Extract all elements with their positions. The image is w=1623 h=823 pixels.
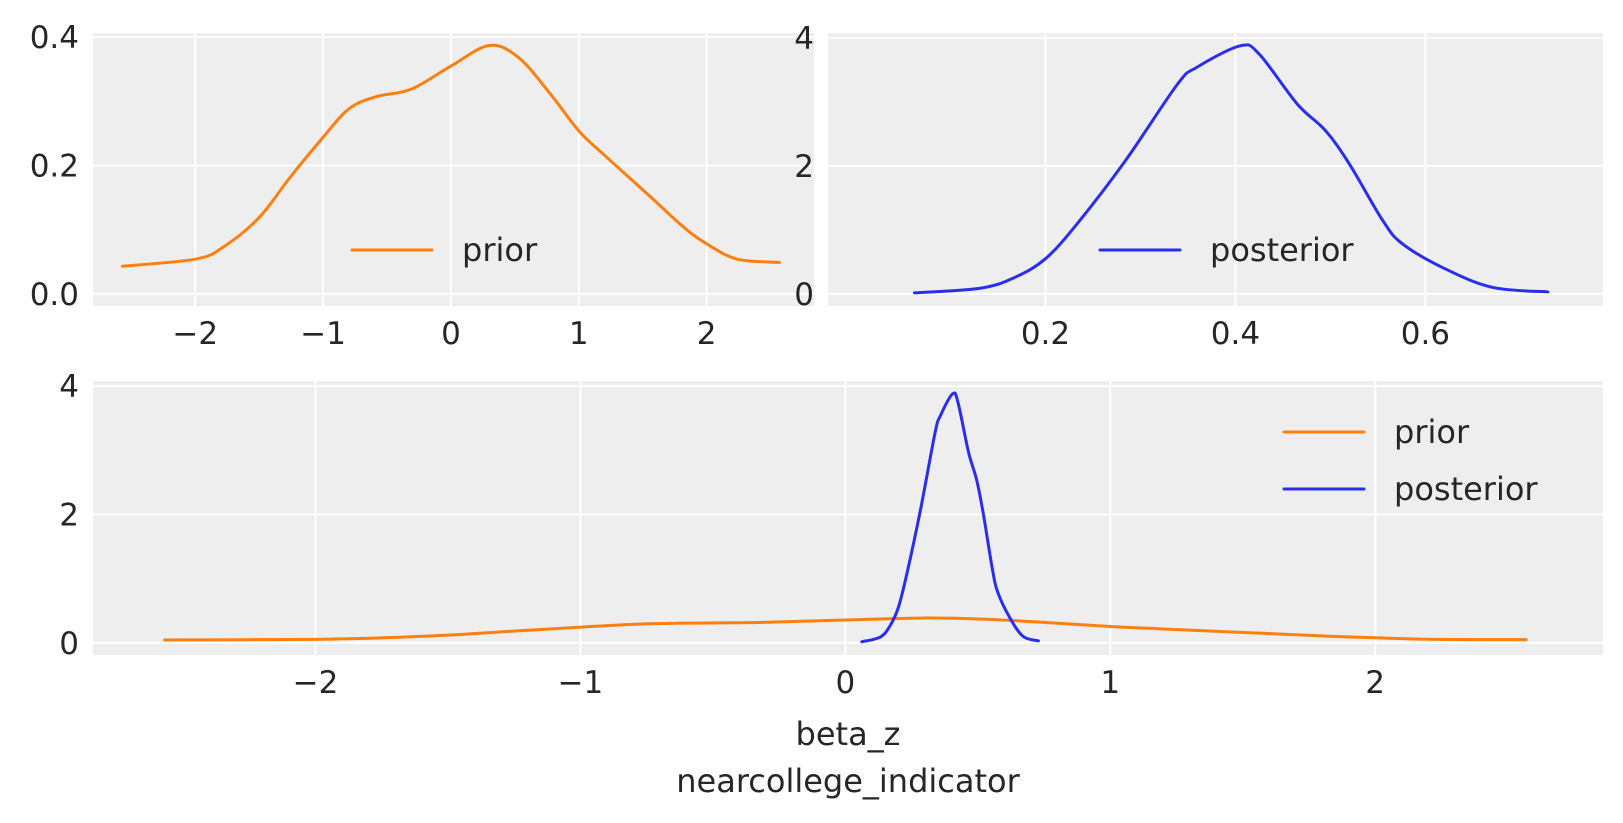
legend-posterior-label: posterior — [1394, 470, 1538, 508]
posterior-kde-line — [860, 391, 1040, 644]
x-tick-label: −2 — [172, 316, 218, 352]
x-axis-label: beta_z — [796, 715, 901, 753]
posterior-kde-panel: 0.2 0.4 0.6 0 2 4 posterior — [794, 21, 1603, 352]
x-tick-label: 1 — [1100, 665, 1120, 701]
plot-area — [93, 381, 1603, 655]
x-tick-label: 0.2 — [1021, 316, 1070, 352]
legend-posterior-label: posterior — [1210, 231, 1354, 269]
x-tick-label: 0.6 — [1401, 316, 1450, 352]
y-tick-label: 4 — [59, 369, 79, 405]
plot-area — [93, 33, 814, 306]
x-tick-label: 0.4 — [1211, 316, 1260, 352]
y-tick-label: 0 — [59, 626, 79, 662]
x-tick-label: 0 — [835, 665, 855, 701]
prior-kde-line — [120, 43, 781, 268]
prior-kde-line — [163, 616, 1528, 642]
y-tick-label: 0.0 — [30, 277, 79, 313]
y-tick-label: 2 — [794, 149, 814, 185]
legend-prior-label: prior — [462, 231, 538, 269]
y-tick-label: 0 — [794, 277, 814, 313]
x-tick-label: −2 — [293, 665, 339, 701]
x-tick-label: −1 — [300, 316, 346, 352]
y-tick-label: 2 — [59, 497, 79, 533]
y-tick-label: 0.2 — [30, 148, 79, 184]
posterior-kde-line — [912, 43, 1550, 295]
x-axis-sublabel: nearcollege_indicator — [676, 762, 1020, 800]
x-tick-label: 2 — [1365, 665, 1385, 701]
x-tick-label: 1 — [569, 316, 589, 352]
x-tick-label: 2 — [697, 316, 717, 352]
prior-posterior-comparison-panel: −2 −1 0 1 2 0 2 4 prior posterior — [59, 369, 1603, 701]
y-tick-label: 0.4 — [30, 20, 79, 56]
y-tick-label: 4 — [794, 21, 814, 57]
x-tick-label: −1 — [558, 665, 604, 701]
legend-prior-label: prior — [1394, 413, 1470, 451]
plot-area — [828, 33, 1603, 306]
prior-kde-panel: −2 −1 0 1 2 0.0 0.2 0.4 prior — [30, 20, 814, 352]
x-tick-label: 0 — [441, 316, 461, 352]
